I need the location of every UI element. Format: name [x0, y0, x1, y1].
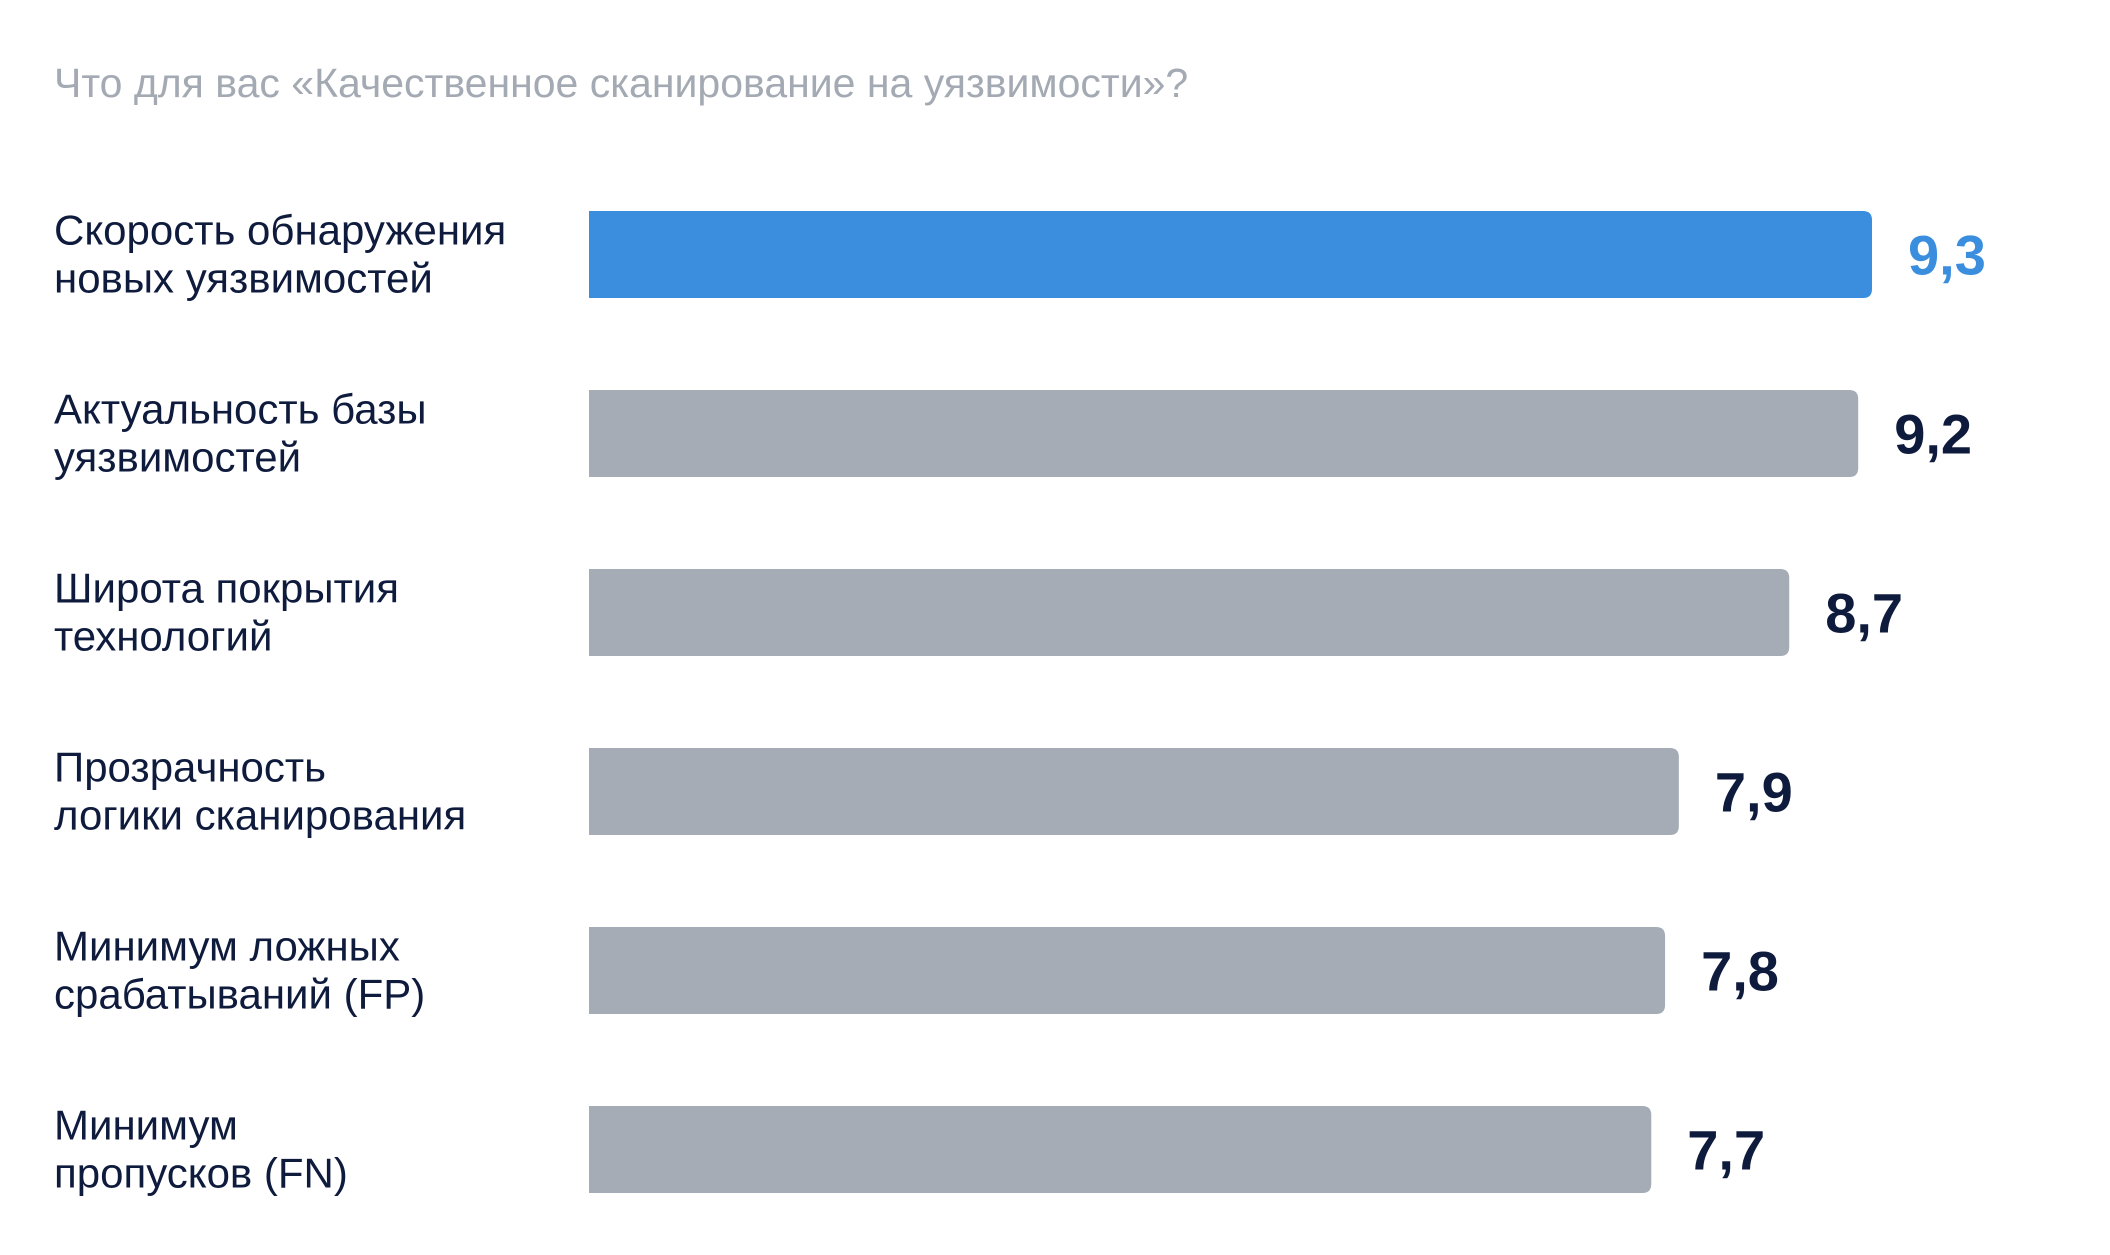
value-label: 7,9: [1715, 761, 1793, 824]
category-label: Минимум пропусков (FN): [54, 1102, 348, 1197]
category-label-line: логики сканирования: [54, 792, 466, 839]
value-label: 8,7: [1825, 582, 1903, 645]
category-label-line: Прозрачность: [54, 744, 326, 791]
value-label: 7,8: [1701, 940, 1779, 1003]
chart-title: Что для вас «Качественное сканирование н…: [54, 60, 1189, 106]
category-label-line: новых уязвимостей: [54, 255, 433, 302]
bar: [589, 927, 1666, 1014]
category-label-line: Актуальность базы: [54, 386, 427, 433]
category-label-line: Широта покрытия: [54, 565, 399, 612]
bar: [589, 748, 1679, 835]
category-label-line: срабатываний (FP): [54, 971, 425, 1018]
bar: [589, 1106, 1652, 1193]
category-label-line: Скорость обнаружения: [54, 207, 506, 254]
value-label: 9,3: [1908, 224, 1986, 287]
bar: [589, 211, 1872, 298]
category-label-line: пропусков (FN): [54, 1150, 348, 1197]
category-label-line: Минимум ложных: [54, 923, 400, 970]
category-label: Минимум ложных срабатываний (FP): [54, 923, 425, 1018]
category-label-line: Минимум: [54, 1102, 238, 1149]
category-label-line: уязвимостей: [54, 434, 301, 481]
category-label: Прозрачность логики сканирования: [54, 744, 466, 839]
category-label: Актуальность базы уязвимостей: [54, 386, 427, 481]
category-label-line: технологий: [54, 613, 272, 660]
bar: [589, 569, 1790, 656]
bar: [589, 390, 1859, 477]
category-label: Скорость обнаружения новых уязвимостей: [54, 207, 506, 302]
value-label: 9,2: [1894, 403, 1972, 466]
value-label: 7,7: [1687, 1119, 1765, 1182]
category-label: Широта покрытия технологий: [54, 565, 399, 660]
